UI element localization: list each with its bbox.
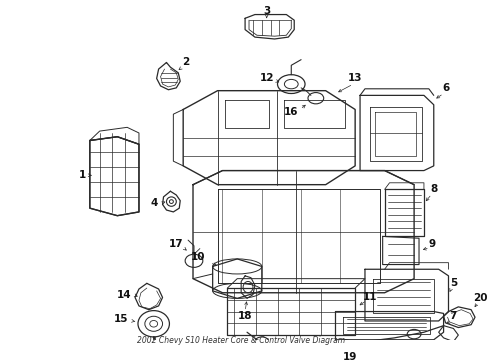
Text: 3: 3 xyxy=(263,6,270,16)
Text: 8: 8 xyxy=(429,184,436,194)
Text: 11: 11 xyxy=(362,292,376,302)
Text: 16: 16 xyxy=(284,107,298,117)
Text: 1: 1 xyxy=(78,170,85,180)
Text: 13: 13 xyxy=(347,73,362,84)
Text: 5: 5 xyxy=(449,278,456,288)
Text: 7: 7 xyxy=(449,311,456,321)
Text: 2002 Chevy S10 Heater Core & Control Valve Diagram: 2002 Chevy S10 Heater Core & Control Val… xyxy=(137,336,345,345)
Text: 12: 12 xyxy=(259,73,273,84)
Text: 15: 15 xyxy=(114,314,128,324)
Text: 10: 10 xyxy=(190,252,205,262)
Text: 6: 6 xyxy=(441,83,448,93)
Text: 9: 9 xyxy=(427,239,434,249)
Text: 14: 14 xyxy=(117,290,131,300)
Text: 18: 18 xyxy=(237,311,252,321)
Text: 2: 2 xyxy=(182,58,189,67)
Text: 19: 19 xyxy=(343,352,357,360)
Text: 20: 20 xyxy=(472,293,486,303)
Text: 17: 17 xyxy=(169,239,183,249)
Text: 4: 4 xyxy=(150,198,157,208)
